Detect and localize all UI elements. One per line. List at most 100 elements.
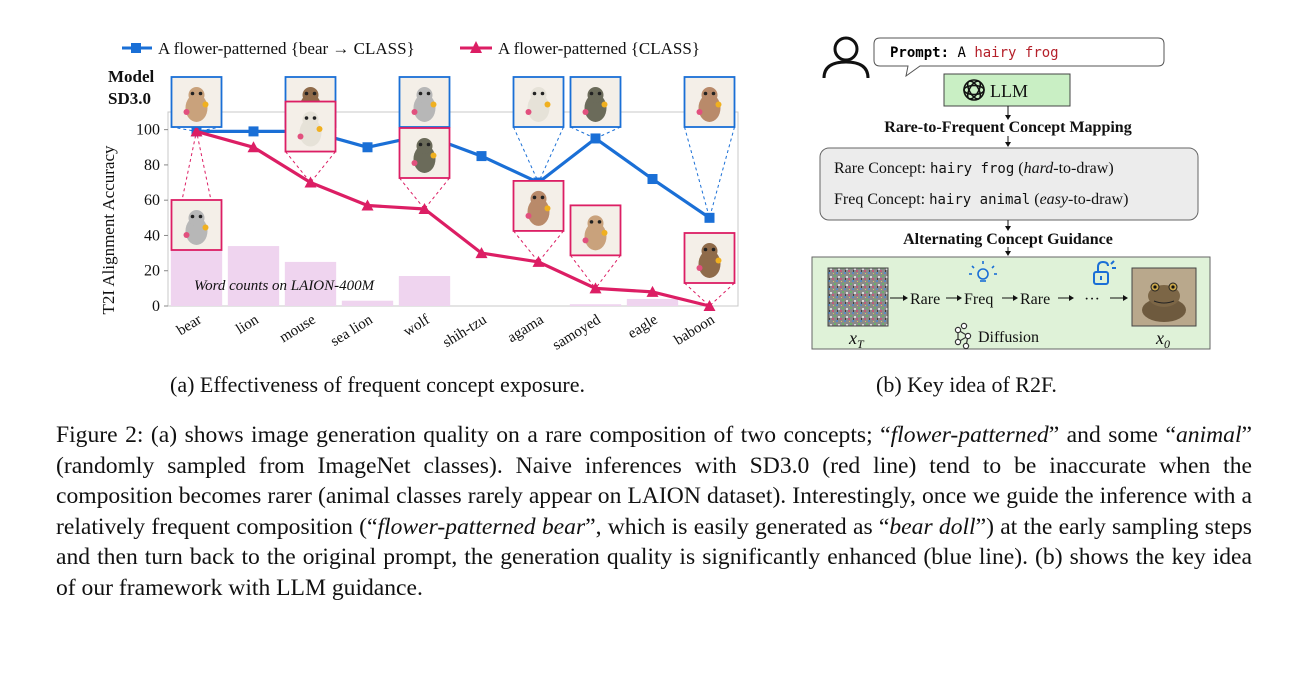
baboon-photo-icon <box>683 232 736 284</box>
caption-part-3: ” (randomly sampled from ImageNet classe… <box>56 422 1253 540</box>
thumbnail-eye <box>190 91 195 96</box>
word-count-bar <box>626 298 679 306</box>
thumbnail-body <box>698 94 721 122</box>
thumbnail-flower <box>525 212 532 219</box>
thumbnail-head <box>701 87 718 103</box>
step-ellipsis: ··· <box>1084 291 1100 308</box>
thumbnail-eye <box>418 91 423 96</box>
pink-point <box>475 247 488 259</box>
legend-blue-marker <box>131 43 141 53</box>
caption-part-2: ” and some “ <box>1048 422 1176 448</box>
thumbnail-flower <box>525 109 532 115</box>
model-label: Model <box>108 67 155 86</box>
llm-logo-icon <box>963 79 985 101</box>
pink-connector <box>595 255 621 289</box>
legend: A flower-patterned {bear → CLASS} A flow… <box>122 39 700 58</box>
thumbnail-flower <box>202 101 209 108</box>
x-tick-label: lion <box>233 312 262 338</box>
thumbnail-flower <box>696 109 703 115</box>
y-tick-label: 40 <box>144 227 160 244</box>
thumbnail-head <box>416 138 433 154</box>
x-tick-label: shih-tzu <box>440 312 490 351</box>
prompt-prefix: A <box>957 45 966 61</box>
pink-series-line <box>196 129 710 308</box>
thumbnail-eye <box>198 91 203 96</box>
user-icon <box>822 36 870 79</box>
thumbnail-head <box>587 87 604 103</box>
blue-point <box>590 133 601 144</box>
subcaption-b: (b) Key idea of R2F. <box>876 372 1057 397</box>
bear-doll-icon <box>170 199 223 251</box>
pink-connector <box>310 151 336 183</box>
lizard-photo-icon <box>512 180 565 232</box>
legend-pink-marker <box>470 41 482 53</box>
mouse-photo-icon <box>284 100 337 153</box>
thumbnail-eye <box>589 220 594 224</box>
thumbnail-flower <box>411 109 418 115</box>
blue-series-line <box>196 129 711 220</box>
thumbnail-flower <box>411 160 418 166</box>
word-count-bars <box>170 246 679 306</box>
thumbnail-flower <box>183 109 190 115</box>
y-tick-label: 80 <box>144 157 160 174</box>
thumbnail-head <box>188 210 205 226</box>
word-count-bar <box>227 246 280 306</box>
guidance-title: Alternating Concept Guidance <box>903 231 1113 248</box>
prompt-bubble: Prompt: A hairy frog <box>873 37 1165 78</box>
thumbnail-body <box>185 217 208 245</box>
thumbnail-flower <box>715 257 722 264</box>
thumbnail-flower <box>430 152 437 159</box>
thumbnail-head <box>188 87 205 103</box>
pink-connector <box>285 151 311 183</box>
pink-connector <box>399 177 425 210</box>
flower-wolf-icon <box>398 76 451 128</box>
blue-connector <box>709 126 735 218</box>
x0-label: x0 <box>1155 328 1170 351</box>
samoyed-photo-icon <box>569 204 622 257</box>
model-name: SD3.0 <box>108 89 151 108</box>
pink-connector <box>424 177 450 210</box>
caption-part-5: ”) at the early sampling steps and then … <box>56 513 1252 601</box>
lizard-icon <box>512 76 565 128</box>
thumbnail-body <box>527 197 550 226</box>
figure-a-chart: A flower-patterned {bear → CLASS} A flow… <box>100 39 739 354</box>
caption-part-1: Figure 2: (a) shows image generation qua… <box>56 422 891 448</box>
thumbnail-eye <box>703 91 708 96</box>
legend-pink-label: A flower-patterned {CLASS} <box>498 39 700 58</box>
x-tick-label: sea lion <box>328 312 376 350</box>
blue-point <box>362 142 373 153</box>
thumbnail-eye <box>597 91 602 96</box>
thumbnail-eye <box>597 220 602 224</box>
thumbnail-flower <box>696 265 703 271</box>
caption-em-2: animal <box>1175 422 1242 448</box>
thumbnail-head <box>302 87 319 103</box>
llm-box <box>943 73 1071 107</box>
thumbnail-eye <box>426 91 431 96</box>
thumbnail-head <box>701 243 718 259</box>
rare-concept-line: Rare Concept: hairy frog (hard-to-draw) <box>834 160 1114 177</box>
thumbnail-body <box>584 222 607 251</box>
thumbnail-eye <box>418 142 423 147</box>
lightbulb-icon <box>969 261 997 282</box>
word-count-bar <box>341 300 394 306</box>
step-sequence: Rare Freq Rare ··· <box>890 291 1128 308</box>
prompt-label: Prompt: <box>890 45 949 61</box>
caption-em-1: flower-patterned <box>890 422 1049 448</box>
thumbnail-head <box>587 215 604 232</box>
y-axis-label: T2I Alignment Accuracy <box>100 145 118 315</box>
thumbnail-eye <box>312 91 317 96</box>
thumbnail-head <box>530 190 547 207</box>
thumbnail-eye <box>304 91 309 96</box>
thumbnail-body <box>299 118 322 147</box>
y-tick-label: 0 <box>152 298 160 315</box>
thumbnail-eye <box>190 214 195 219</box>
thumbnail-head <box>302 111 319 128</box>
thumbnail-head <box>416 87 433 103</box>
monkey-icon <box>683 76 736 128</box>
x-tick-label: samoyed <box>550 312 604 354</box>
mapping-title: Rare-to-Frequent Concept Mapping <box>884 119 1131 136</box>
word-count-annotation: Word counts on LAION-400M <box>194 278 376 294</box>
thumbnail-flower <box>430 101 437 108</box>
caption-em-3: flower-patterned bear <box>377 513 586 540</box>
noise-image <box>827 267 889 327</box>
